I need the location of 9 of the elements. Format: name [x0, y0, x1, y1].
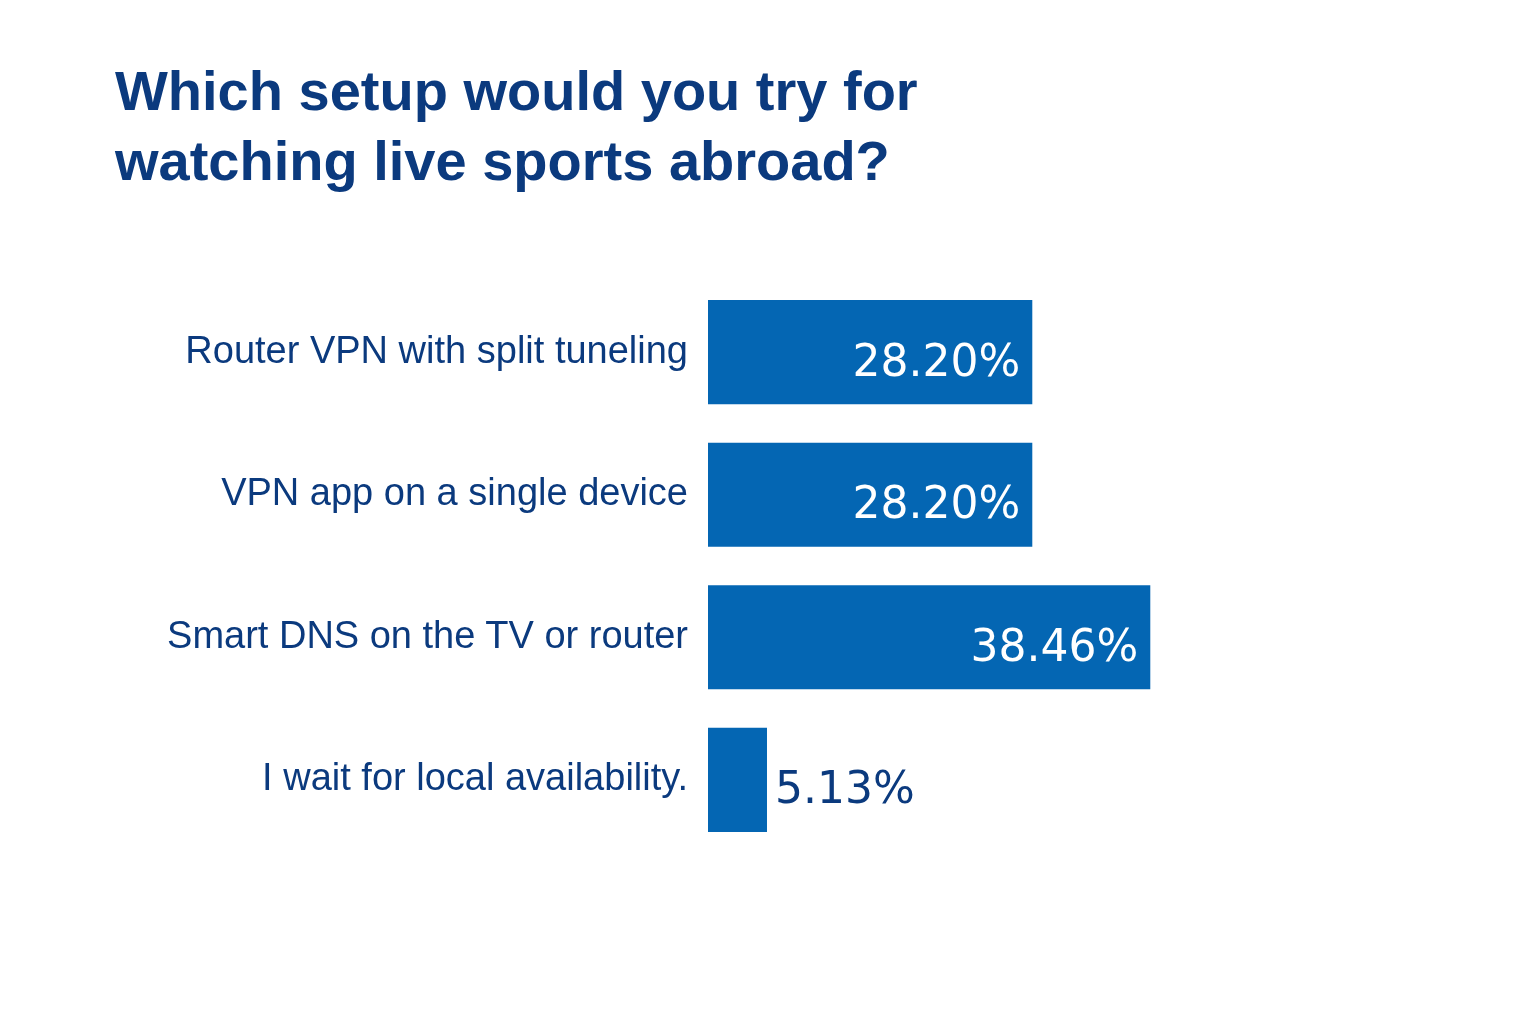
chart-title: Which setup would you try for watching live sports abroad? [114, 58, 919, 194]
y-tick-label: I wait for local availability. [262, 756, 688, 799]
y-tick-label: VPN app on a single device [221, 471, 688, 514]
data-label: 38.46% [970, 619, 1139, 671]
data-label: 28.20% [852, 477, 1021, 529]
y-tick-label: Router VPN with split tuneling [185, 328, 688, 371]
data-label: 5.13% [774, 762, 915, 814]
data-label: 28.20% [852, 334, 1021, 386]
y-tick-label: Smart DNS on the TV or router [167, 613, 689, 656]
